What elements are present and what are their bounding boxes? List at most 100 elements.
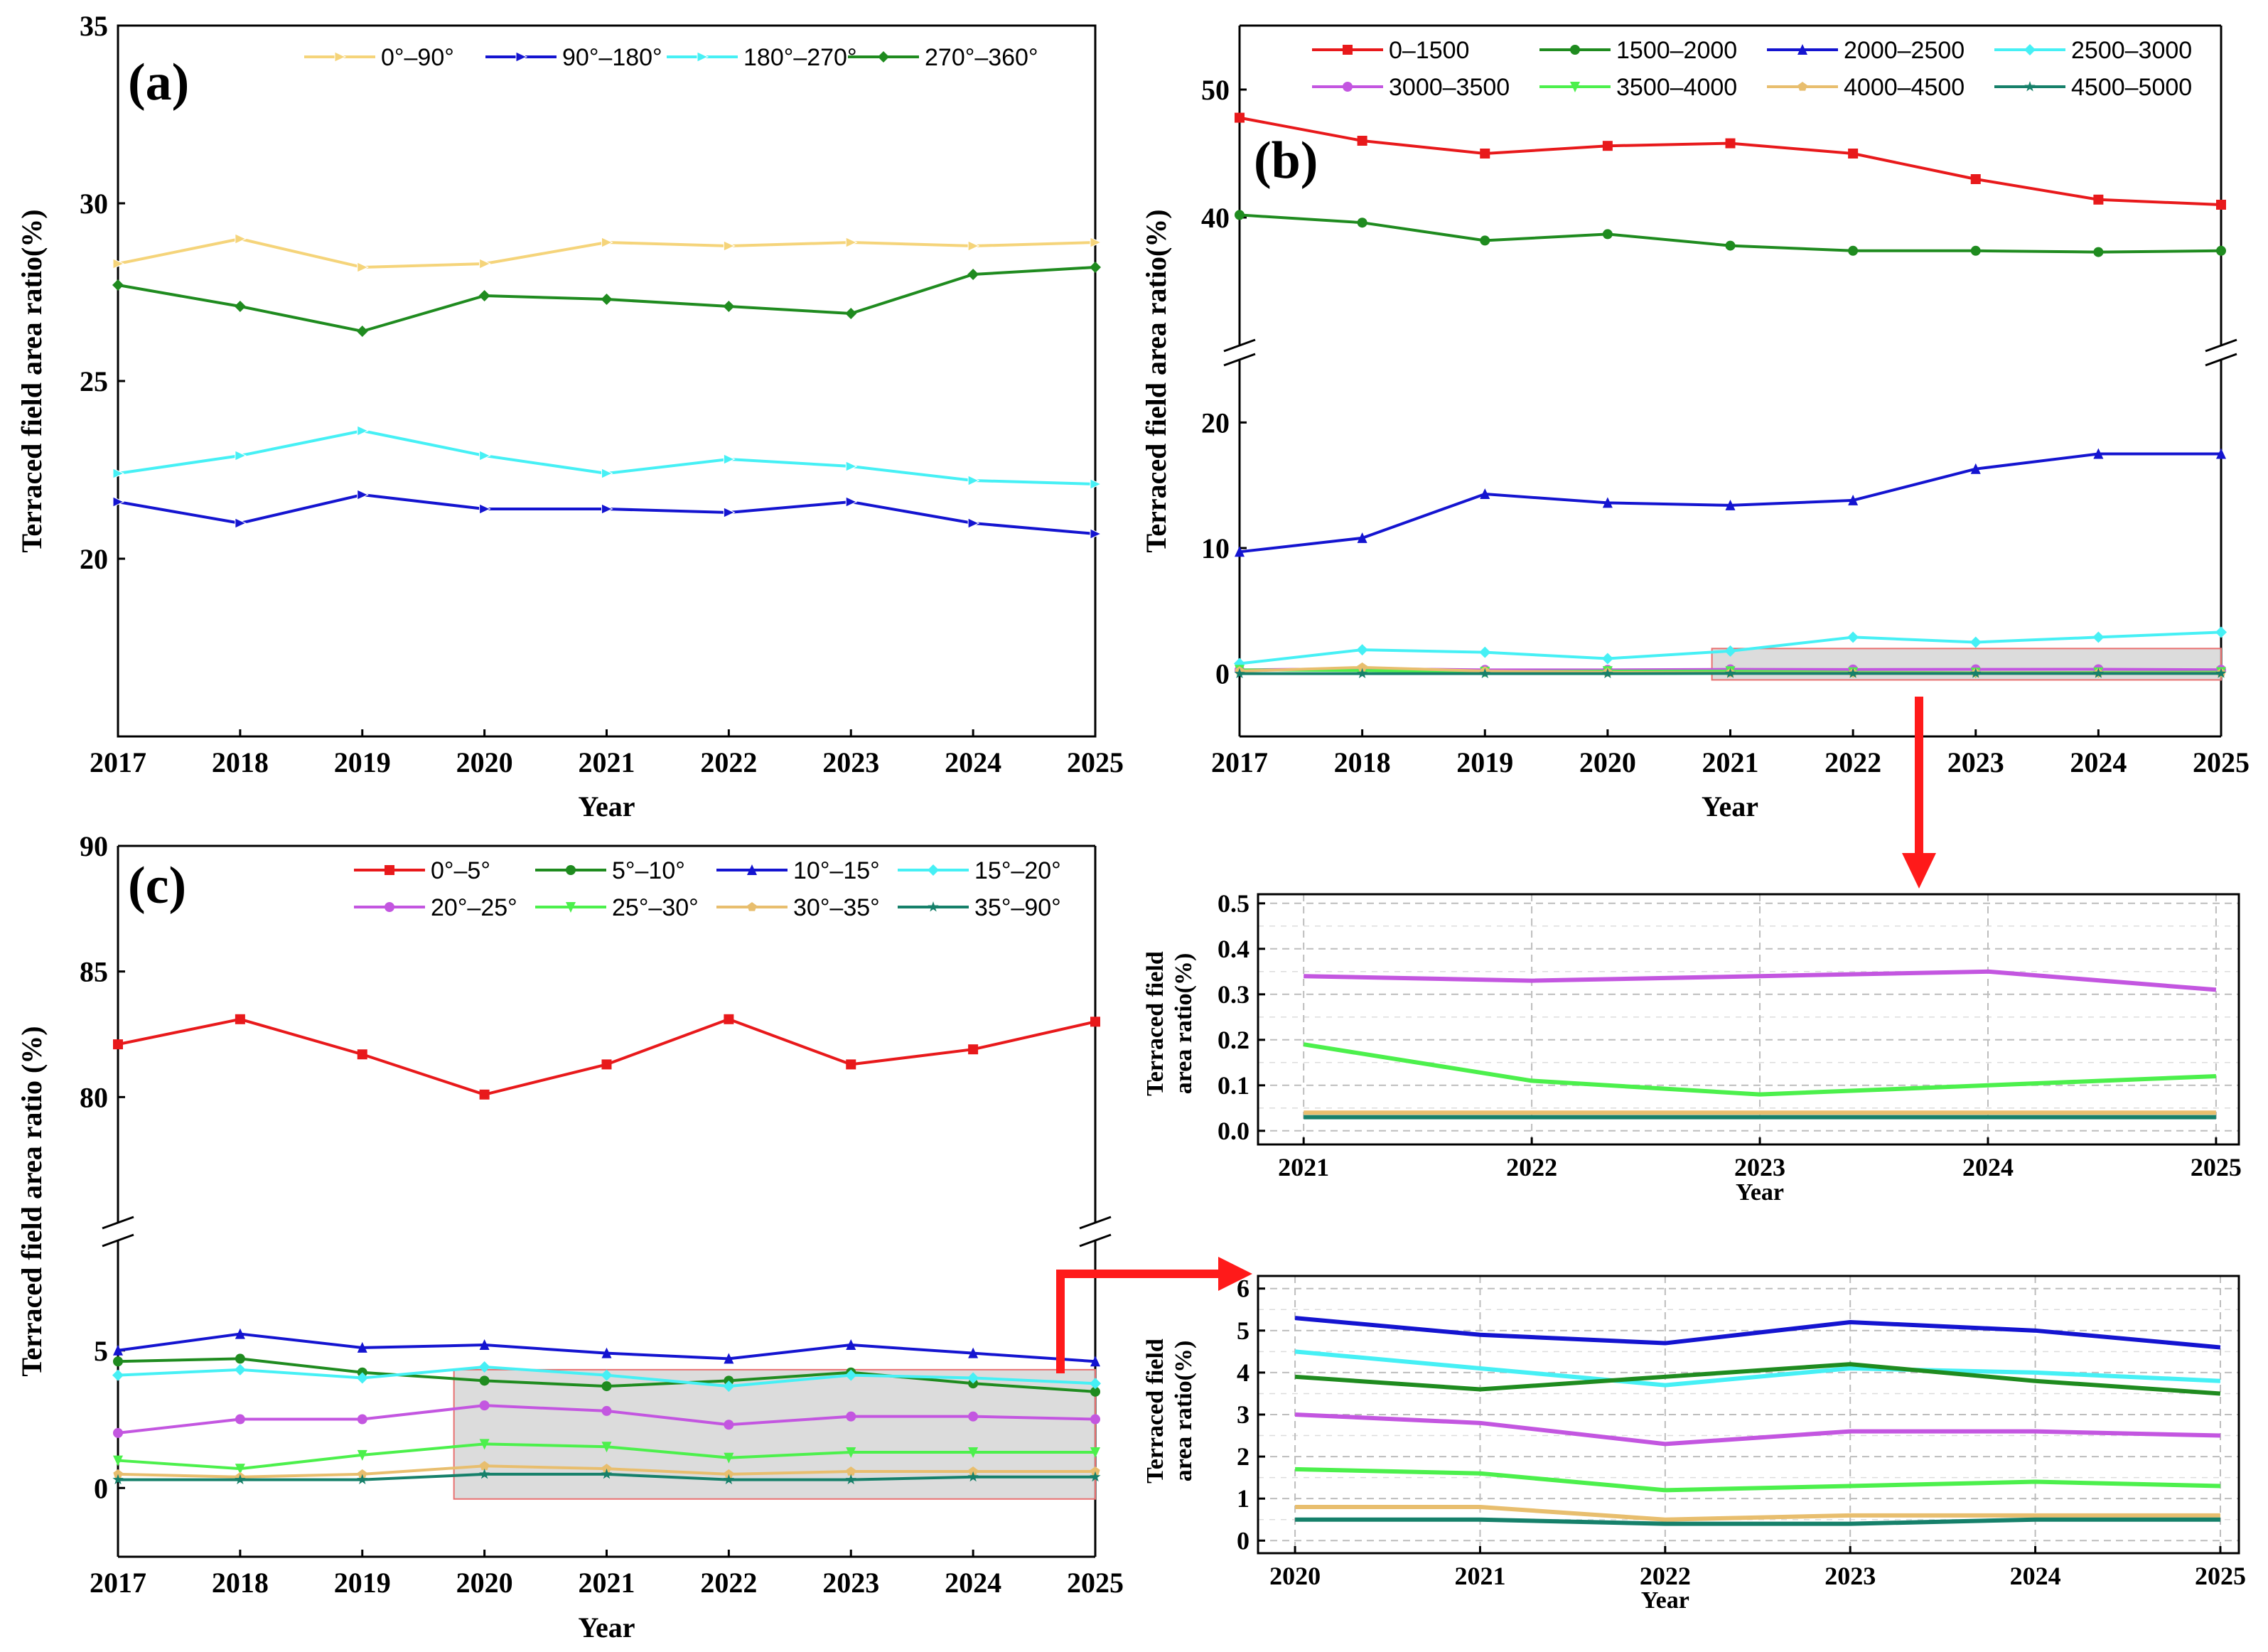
data-point-1500-2000-2021 <box>1725 240 1736 251</box>
y-axis-title-line2: area ratio(%) <box>1171 953 1197 1095</box>
data-point-2000-2500-2018 <box>1357 532 1367 543</box>
series-line-25-30 <box>1295 1466 2221 1493</box>
x-tick-label-2025: 2025 <box>1067 1567 1124 1599</box>
y-tick-label-4: 4 <box>1237 1358 1249 1387</box>
series-line-90-180 <box>117 493 1096 535</box>
data-point-0-5-2021 <box>601 1059 612 1070</box>
x-tick-label-2021: 2021 <box>1278 1153 1329 1181</box>
legend-marker-3000-3500 <box>1343 82 1353 92</box>
panel-label-a: (a) <box>128 53 189 112</box>
data-point-0-5-2019 <box>357 1049 367 1060</box>
legend-marker-3500-4000 <box>1570 82 1580 92</box>
x-tick-label-2024: 2024 <box>1962 1153 2014 1181</box>
data-point-20-25-2023 <box>846 1411 856 1422</box>
data-point-10-15-2025 <box>1090 1356 1100 1367</box>
x-tick-label-2022: 2022 <box>1506 1153 1557 1181</box>
series-line-3500-4000 <box>1303 1042 2217 1097</box>
data-point-0-90-2023 <box>845 237 858 248</box>
x-tick-label-2017: 2017 <box>90 746 146 778</box>
legend-marker-4000-4500 <box>1797 82 1807 91</box>
panel-c: 80 85 90 0 5 2017 2018 2019 2020 2021 2022 2023 2024… <box>16 830 1124 1643</box>
zoom-region-box <box>1711 648 2222 681</box>
legend-marker-90-180 <box>515 51 528 63</box>
legend-marker-2500-3000 <box>2024 44 2036 55</box>
data-point-90-180-2017 <box>112 496 125 508</box>
series-line-20-25 <box>1294 1412 2221 1447</box>
legend-label-35-90: 35°–90° <box>974 894 1061 921</box>
y-tick-label-25: 25 <box>80 365 108 397</box>
data-point-5-10-2020 <box>479 1375 490 1386</box>
data-point-10-15-2020 <box>479 1339 490 1351</box>
x-tick-label-2019: 2019 <box>334 746 391 778</box>
data-point-180-270-2017 <box>112 468 125 479</box>
data-point-25-30-2020 <box>479 1439 490 1450</box>
legend-marker-30-35 <box>747 902 757 911</box>
y-tick-label-0.5: 0.5 <box>1218 889 1249 918</box>
x-tick-label-2025: 2025 <box>2191 1153 2242 1181</box>
data-point-0-90-2019 <box>357 262 369 273</box>
y-tick-label-0.3: 0.3 <box>1218 980 1249 1009</box>
legend-label-270-360: 270°–360° <box>925 44 1038 71</box>
data-point-30-35-2023 <box>846 1466 856 1476</box>
data-point-4500-5000-2020 <box>1602 667 1613 679</box>
y-tick-label-85: 85 <box>80 956 108 988</box>
x-tick-label-2019: 2019 <box>1456 746 1513 778</box>
data-point-180-270-2023 <box>845 461 858 472</box>
data-point-25-30-2017 <box>113 1455 123 1466</box>
plot-frame <box>117 24 1097 738</box>
data-point-20-25-2018 <box>235 1414 245 1425</box>
y-tick-label-0: 0 <box>1215 658 1230 690</box>
data-point-10-15-2018 <box>235 1328 245 1339</box>
data-point-0-1500-2019 <box>1480 149 1490 159</box>
data-point-0-90-2024 <box>967 240 980 252</box>
legend-label-2500-3000: 2500–3000 <box>2071 37 2192 64</box>
legend-label-25-30: 25°–30° <box>612 894 699 921</box>
data-point-270-360-2021 <box>601 294 613 305</box>
x-tick-label-2025: 2025 <box>2193 746 2250 778</box>
y-tick-label-20: 20 <box>1201 407 1230 439</box>
x-tick-label-2022: 2022 <box>1640 1562 1691 1590</box>
data-point-1500-2000-2025 <box>2216 245 2226 256</box>
legend-marker-180-270 <box>697 51 709 63</box>
plot-frame <box>1257 893 2240 1146</box>
x-axis-title: Year <box>1736 1179 1784 1206</box>
data-point-0-1500-2021 <box>1725 138 1736 149</box>
series-line-15-20 <box>1294 1349 2221 1388</box>
y-tick-label-40: 40 <box>1201 202 1230 234</box>
panel-b: 40 50 0 10 20 2017 2018 2019 2020 2021 2022 2023 202… <box>1140 24 2250 822</box>
data-point-270-360-2018 <box>234 301 246 312</box>
data-point-15-20-2017 <box>112 1369 124 1381</box>
x-tick-label-2019: 2019 <box>334 1567 391 1599</box>
data-point-15-20-2018 <box>234 1363 246 1375</box>
data-point-2000-2500-2021 <box>1725 499 1736 510</box>
y-tick-label-10: 10 <box>1201 532 1230 564</box>
zoom-arrow-b-head <box>1902 853 1936 889</box>
data-point-4500-5000-2025 <box>2215 667 2227 678</box>
legend-label-90-180: 90°–180° <box>562 44 662 71</box>
legend-label-2000-2500: 2000–2500 <box>1844 37 1965 64</box>
data-point-15-20-2020 <box>478 1361 490 1373</box>
zoom-arrow-c-head <box>1218 1257 1252 1291</box>
data-point-1500-2000-2020 <box>1602 229 1613 240</box>
x-axis-title: Year <box>1702 790 1758 822</box>
x-tick-label-2017: 2017 <box>90 1567 146 1599</box>
data-point-35-90-2025 <box>1090 1471 1101 1482</box>
data-point-20-25-2025 <box>1090 1414 1100 1425</box>
legend-label-3000-3500: 3000–3500 <box>1389 74 1510 101</box>
y-tick-label-30: 30 <box>80 188 108 220</box>
y-tick-label-35: 35 <box>80 10 108 42</box>
axis-break-mark <box>102 1216 134 1230</box>
data-point-270-360-2022 <box>723 301 735 312</box>
data-point-180-270-2019 <box>357 425 369 436</box>
data-point-5-10-2021 <box>601 1381 612 1392</box>
data-point-0-90-2017 <box>112 258 125 269</box>
data-point-0-1500-2020 <box>1602 141 1613 151</box>
data-point-90-180-2025 <box>1090 528 1102 540</box>
data-point-25-30-2018 <box>235 1464 245 1475</box>
data-point-1500-2000-2017 <box>1235 210 1245 220</box>
y-axis-title: Terraced field area ratio(%) <box>16 209 48 552</box>
data-point-15-20-2024 <box>967 1372 979 1384</box>
panel-b-inset: 0.0 0.1 0.2 0.3 0.4 0.5 2021 2022 2023 2024 2025 Ye… <box>1142 889 2242 1206</box>
data-point-20-25-2017 <box>113 1427 123 1438</box>
data-point-2000-2500-2020 <box>1602 497 1613 508</box>
